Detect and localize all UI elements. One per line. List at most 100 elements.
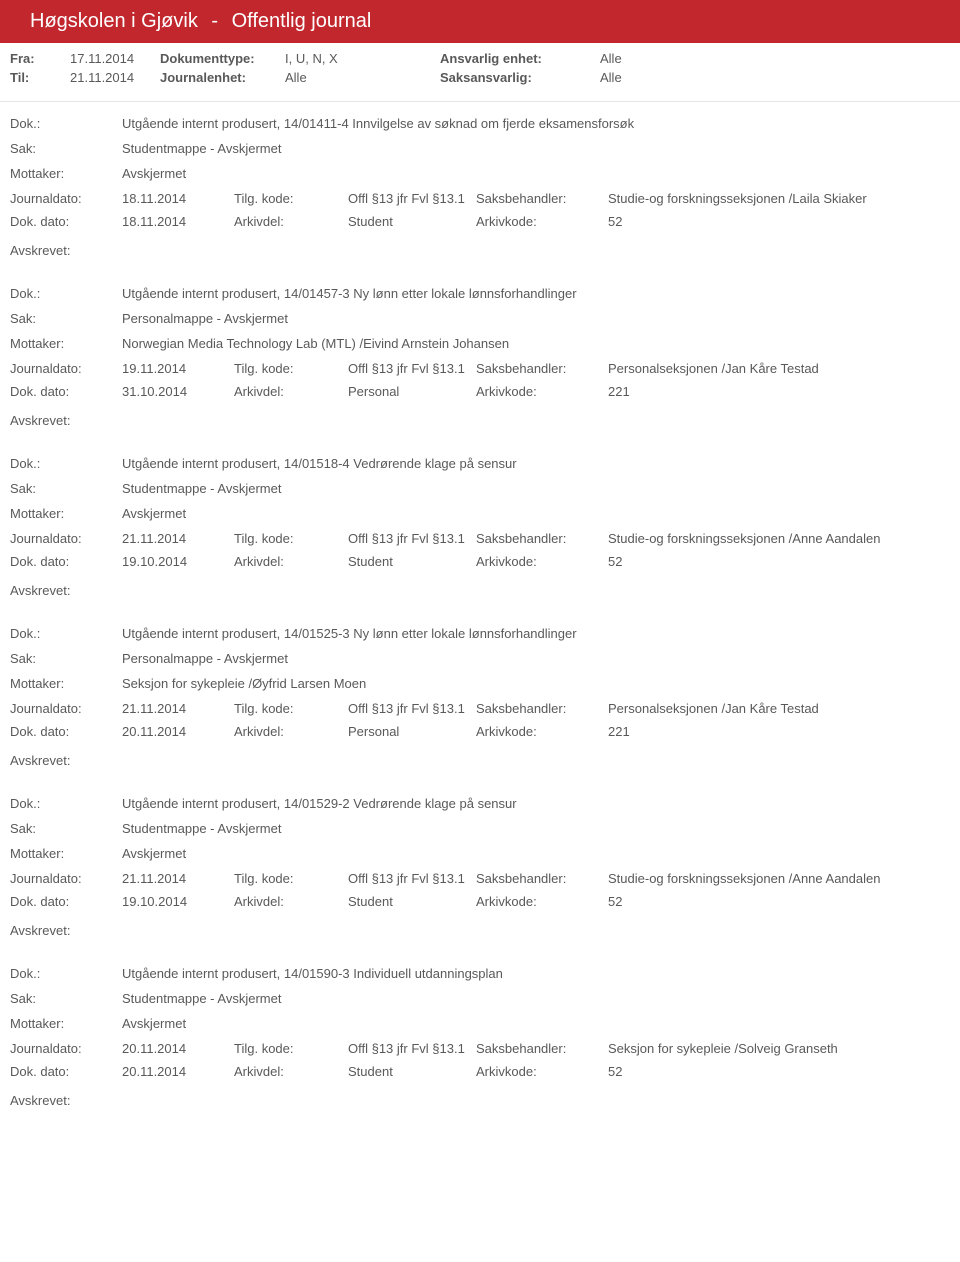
label-arkivkode: Arkivkode: — [476, 724, 608, 739]
label-avskrevet: Avskrevet: — [10, 1087, 950, 1122]
value-dokdato: 19.10.2014 — [122, 894, 234, 909]
entry-row-mottaker: Mottaker: Norwegian Media Technology Lab… — [10, 336, 950, 351]
label-arkivdel: Arkivdel: — [234, 724, 348, 739]
journal-entry: Dok.: Utgående internt produsert, 14/015… — [0, 952, 960, 1128]
label-dokdato: Dok. dato: — [10, 554, 122, 569]
filter-value-saksansvarlig: Alle — [600, 70, 622, 85]
label-mottaker: Mottaker: — [10, 336, 122, 351]
value-arkivkode: 52 — [608, 1064, 622, 1079]
entry-row-mottaker: Mottaker: Avskjermet — [10, 506, 950, 521]
value-tilgkode: Offl §13 jfr Fvl §13.1 — [348, 191, 476, 206]
filter-value-ansvarlig-enhet: Alle — [600, 51, 622, 66]
entry-row-sak: Sak: Studentmappe - Avskjermet — [10, 821, 950, 836]
filter-label-saksansvarlig: Saksansvarlig: — [440, 70, 600, 85]
label-arkivdel: Arkivdel: — [234, 214, 348, 229]
value-tilgkode: Offl §13 jfr Fvl §13.1 — [348, 531, 476, 546]
entry-row-mottaker: Mottaker: Avskjermet — [10, 166, 950, 181]
label-dokdato: Dok. dato: — [10, 894, 122, 909]
value-arkivkode: 52 — [608, 554, 622, 569]
entry-row-dok: Dok.: Utgående internt produsert, 14/014… — [10, 286, 950, 301]
value-sak: Personalmappe - Avskjermet — [122, 311, 288, 326]
value-arkivkode: 221 — [608, 384, 630, 399]
value-journaldato: 21.11.2014 — [122, 871, 234, 886]
entry-row-dok: Dok.: Utgående internt produsert, 14/015… — [10, 966, 950, 981]
label-saksbehandler: Saksbehandler: — [476, 361, 608, 376]
label-avskrevet: Avskrevet: — [10, 577, 950, 612]
value-arkivkode: 52 — [608, 894, 622, 909]
entry-row-dok: Dok.: Utgående internt produsert, 14/015… — [10, 626, 950, 641]
filter-label-ansvarlig-enhet: Ansvarlig enhet: — [440, 51, 600, 66]
entry-row-dok: Dok.: Utgående internt produsert, 14/015… — [10, 456, 950, 471]
label-saksbehandler: Saksbehandler: — [476, 191, 608, 206]
label-sak: Sak: — [10, 991, 122, 1006]
label-arkivkode: Arkivkode: — [476, 384, 608, 399]
value-dok: Utgående internt produsert, 14/01411-4 I… — [122, 116, 634, 131]
header-institution: Høgskolen i Gjøvik — [30, 10, 198, 32]
label-tilgkode: Tilg. kode: — [234, 531, 348, 546]
header-title: Offentlig journal — [232, 10, 372, 32]
value-sak: Personalmappe - Avskjermet — [122, 651, 288, 666]
label-dok: Dok.: — [10, 796, 122, 811]
entry-row-dok: Dok.: Utgående internt produsert, 14/015… — [10, 796, 950, 811]
entry-row-sak: Sak: Personalmappe - Avskjermet — [10, 651, 950, 666]
filter-label-fra: Fra: — [10, 51, 70, 66]
value-journaldato: 21.11.2014 — [122, 531, 234, 546]
label-mottaker: Mottaker: — [10, 506, 122, 521]
meta-row-2: Dok. dato: 31.10.2014 Arkivdel: Personal… — [10, 384, 950, 399]
journal-entry: Dok.: Utgående internt produsert, 14/014… — [0, 102, 960, 272]
label-avskrevet: Avskrevet: — [10, 917, 950, 952]
meta-row-2: Dok. dato: 20.11.2014 Arkivdel: Personal… — [10, 724, 950, 739]
label-mottaker: Mottaker: — [10, 846, 122, 861]
label-arkivdel: Arkivdel: — [234, 384, 348, 399]
value-mottaker: Avskjermet — [122, 1016, 186, 1031]
journal-entry: Dok.: Utgående internt produsert, 14/015… — [0, 612, 960, 782]
value-sak: Studentmappe - Avskjermet — [122, 821, 281, 836]
label-dok: Dok.: — [10, 456, 122, 471]
meta-row-1: Journaldato: 20.11.2014 Tilg. kode: Offl… — [10, 1041, 950, 1056]
label-sak: Sak: — [10, 481, 122, 496]
value-dokdato: 31.10.2014 — [122, 384, 234, 399]
entry-row-sak: Sak: Studentmappe - Avskjermet — [10, 991, 950, 1006]
filter-label-journalenhet: Journalenhet: — [160, 70, 285, 85]
label-dokdato: Dok. dato: — [10, 384, 122, 399]
label-dok: Dok.: — [10, 286, 122, 301]
value-dokdato: 20.11.2014 — [122, 724, 234, 739]
value-arkivdel: Personal — [348, 384, 476, 399]
value-arkivdel: Student — [348, 214, 476, 229]
filter-value-til: 21.11.2014 — [70, 70, 160, 85]
entry-row-sak: Sak: Studentmappe - Avskjermet — [10, 481, 950, 496]
label-arkivkode: Arkivkode: — [476, 1064, 608, 1079]
journal-entry: Dok.: Utgående internt produsert, 14/015… — [0, 442, 960, 612]
label-tilgkode: Tilg. kode: — [234, 1041, 348, 1056]
value-arkivdel: Student — [348, 554, 476, 569]
value-dokdato: 18.11.2014 — [122, 214, 234, 229]
label-journaldato: Journaldato: — [10, 191, 122, 206]
value-sak: Studentmappe - Avskjermet — [122, 991, 281, 1006]
label-dokdato: Dok. dato: — [10, 214, 122, 229]
label-journaldato: Journaldato: — [10, 531, 122, 546]
label-dokdato: Dok. dato: — [10, 724, 122, 739]
value-journaldato: 18.11.2014 — [122, 191, 234, 206]
value-mottaker: Avskjermet — [122, 166, 186, 181]
value-journaldato: 19.11.2014 — [122, 361, 234, 376]
label-saksbehandler: Saksbehandler: — [476, 531, 608, 546]
label-arkivdel: Arkivdel: — [234, 894, 348, 909]
meta-row-1: Journaldato: 21.11.2014 Tilg. kode: Offl… — [10, 531, 950, 546]
label-journaldato: Journaldato: — [10, 701, 122, 716]
label-sak: Sak: — [10, 651, 122, 666]
label-mottaker: Mottaker: — [10, 1016, 122, 1031]
label-tilgkode: Tilg. kode: — [234, 191, 348, 206]
filter-label-dokumenttype: Dokumenttype: — [160, 51, 285, 66]
value-dokdato: 19.10.2014 — [122, 554, 234, 569]
filter-row: Til: 21.11.2014 Journalenhet: Alle Saksa… — [10, 70, 950, 85]
label-avskrevet: Avskrevet: — [10, 747, 950, 782]
label-dok: Dok.: — [10, 116, 122, 131]
entry-row-mottaker: Mottaker: Avskjermet — [10, 1016, 950, 1031]
label-mottaker: Mottaker: — [10, 676, 122, 691]
value-arkivdel: Student — [348, 1064, 476, 1079]
value-saksbehandler: Personalseksjonen /Jan Kåre Testad — [608, 701, 819, 716]
value-dok: Utgående internt produsert, 14/01457-3 N… — [122, 286, 577, 301]
label-mottaker: Mottaker: — [10, 166, 122, 181]
label-dokdato: Dok. dato: — [10, 1064, 122, 1079]
value-dok: Utgående internt produsert, 14/01529-2 V… — [122, 796, 517, 811]
